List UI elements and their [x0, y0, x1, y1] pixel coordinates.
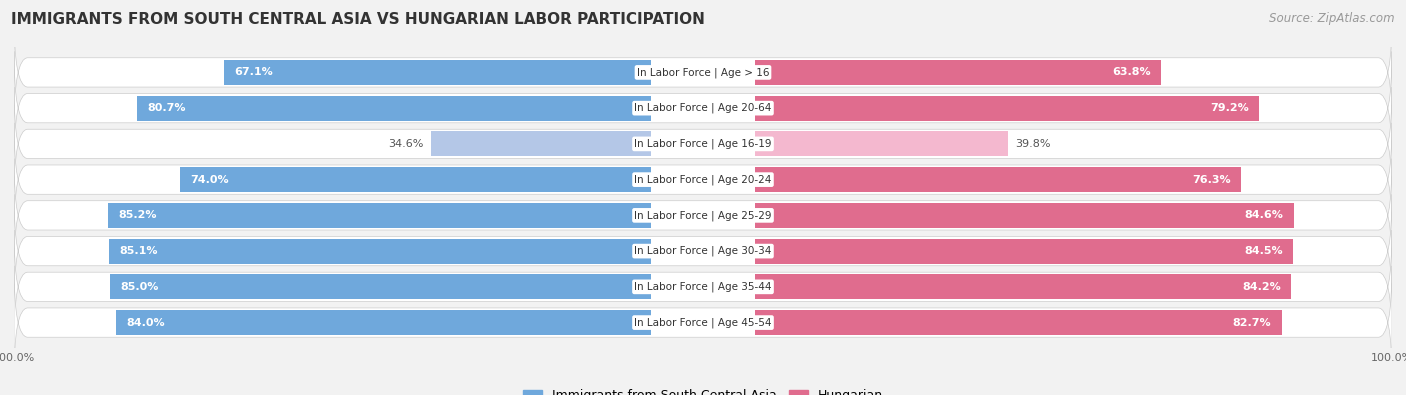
Text: In Labor Force | Age 20-64: In Labor Force | Age 20-64 — [634, 103, 772, 113]
Text: Source: ZipAtlas.com: Source: ZipAtlas.com — [1270, 12, 1395, 25]
Text: In Labor Force | Age 20-24: In Labor Force | Age 20-24 — [634, 174, 772, 185]
Text: In Labor Force | Age > 16: In Labor Force | Age > 16 — [637, 67, 769, 78]
Text: 84.6%: 84.6% — [1244, 211, 1284, 220]
FancyBboxPatch shape — [14, 15, 1392, 129]
Bar — [755, 60, 1161, 85]
Text: 80.7%: 80.7% — [148, 103, 186, 113]
Bar — [430, 132, 651, 156]
Text: 85.2%: 85.2% — [118, 211, 157, 220]
Text: 84.5%: 84.5% — [1244, 246, 1282, 256]
Bar — [110, 275, 651, 299]
Text: In Labor Force | Age 25-29: In Labor Force | Age 25-29 — [634, 210, 772, 221]
Text: 63.8%: 63.8% — [1112, 68, 1152, 77]
Text: In Labor Force | Age 35-44: In Labor Force | Age 35-44 — [634, 282, 772, 292]
Text: 85.1%: 85.1% — [120, 246, 157, 256]
Bar — [117, 310, 651, 335]
FancyBboxPatch shape — [14, 230, 1392, 344]
Bar — [755, 203, 1294, 228]
FancyBboxPatch shape — [14, 51, 1392, 165]
Text: 85.0%: 85.0% — [120, 282, 159, 292]
Bar — [180, 167, 651, 192]
Text: 39.8%: 39.8% — [1015, 139, 1050, 149]
Bar — [755, 310, 1282, 335]
Bar — [755, 96, 1260, 120]
Bar — [755, 275, 1291, 299]
FancyBboxPatch shape — [14, 194, 1392, 308]
Bar — [755, 132, 1008, 156]
Bar — [224, 60, 651, 85]
Bar — [110, 239, 651, 263]
FancyBboxPatch shape — [14, 87, 1392, 201]
FancyBboxPatch shape — [14, 123, 1392, 237]
Text: In Labor Force | Age 30-34: In Labor Force | Age 30-34 — [634, 246, 772, 256]
Text: IMMIGRANTS FROM SOUTH CENTRAL ASIA VS HUNGARIAN LABOR PARTICIPATION: IMMIGRANTS FROM SOUTH CENTRAL ASIA VS HU… — [11, 12, 706, 27]
Text: In Labor Force | Age 16-19: In Labor Force | Age 16-19 — [634, 139, 772, 149]
Text: 84.2%: 84.2% — [1241, 282, 1281, 292]
Text: 76.3%: 76.3% — [1192, 175, 1230, 184]
Bar — [136, 96, 651, 120]
Text: In Labor Force | Age 45-54: In Labor Force | Age 45-54 — [634, 317, 772, 328]
Bar — [108, 203, 651, 228]
Text: 79.2%: 79.2% — [1211, 103, 1249, 113]
Text: 34.6%: 34.6% — [388, 139, 425, 149]
Bar — [755, 239, 1294, 263]
Text: 82.7%: 82.7% — [1233, 318, 1271, 327]
Legend: Immigrants from South Central Asia, Hungarian: Immigrants from South Central Asia, Hung… — [517, 384, 889, 395]
FancyBboxPatch shape — [14, 266, 1392, 380]
Text: 84.0%: 84.0% — [127, 318, 165, 327]
Text: 74.0%: 74.0% — [190, 175, 229, 184]
Bar — [755, 167, 1241, 192]
FancyBboxPatch shape — [14, 158, 1392, 272]
Text: 67.1%: 67.1% — [233, 68, 273, 77]
